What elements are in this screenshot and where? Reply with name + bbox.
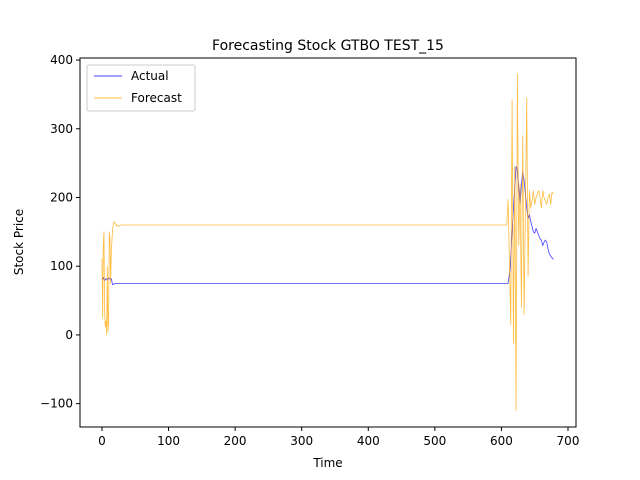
x-tick-label: 500 xyxy=(423,434,446,448)
x-tick-label: 300 xyxy=(290,434,313,448)
legend-label-forecast: Forecast xyxy=(131,91,182,105)
x-axis: 0 100 200 300 400 500 600 700 xyxy=(98,427,579,448)
y-axis-label: Stock Price xyxy=(12,209,26,275)
y-tick-label: −100 xyxy=(40,397,73,411)
x-tick-label: 100 xyxy=(157,434,180,448)
x-tick-label: 200 xyxy=(224,434,247,448)
x-tick-label: 600 xyxy=(490,434,513,448)
y-axis: −100 0 100 200 300 400 xyxy=(40,53,80,411)
plot-area xyxy=(101,73,554,411)
chart-title: Forecasting Stock GTBO TEST_15 xyxy=(212,38,444,54)
legend: Actual Forecast xyxy=(86,64,196,112)
x-tick-label: 400 xyxy=(357,434,380,448)
x-axis-label: Time xyxy=(312,456,342,470)
legend-label-actual: Actual xyxy=(131,69,169,83)
series-line-forecast xyxy=(101,73,554,411)
x-tick-label: 700 xyxy=(557,434,580,448)
y-tick-label: 100 xyxy=(50,259,73,273)
y-tick-label: 200 xyxy=(50,190,73,204)
y-tick-label: 0 xyxy=(65,328,73,342)
y-tick-label: 300 xyxy=(50,122,73,136)
x-tick-label: 0 xyxy=(98,434,106,448)
y-tick-label: 400 xyxy=(50,53,73,67)
plot-frame xyxy=(79,57,577,428)
